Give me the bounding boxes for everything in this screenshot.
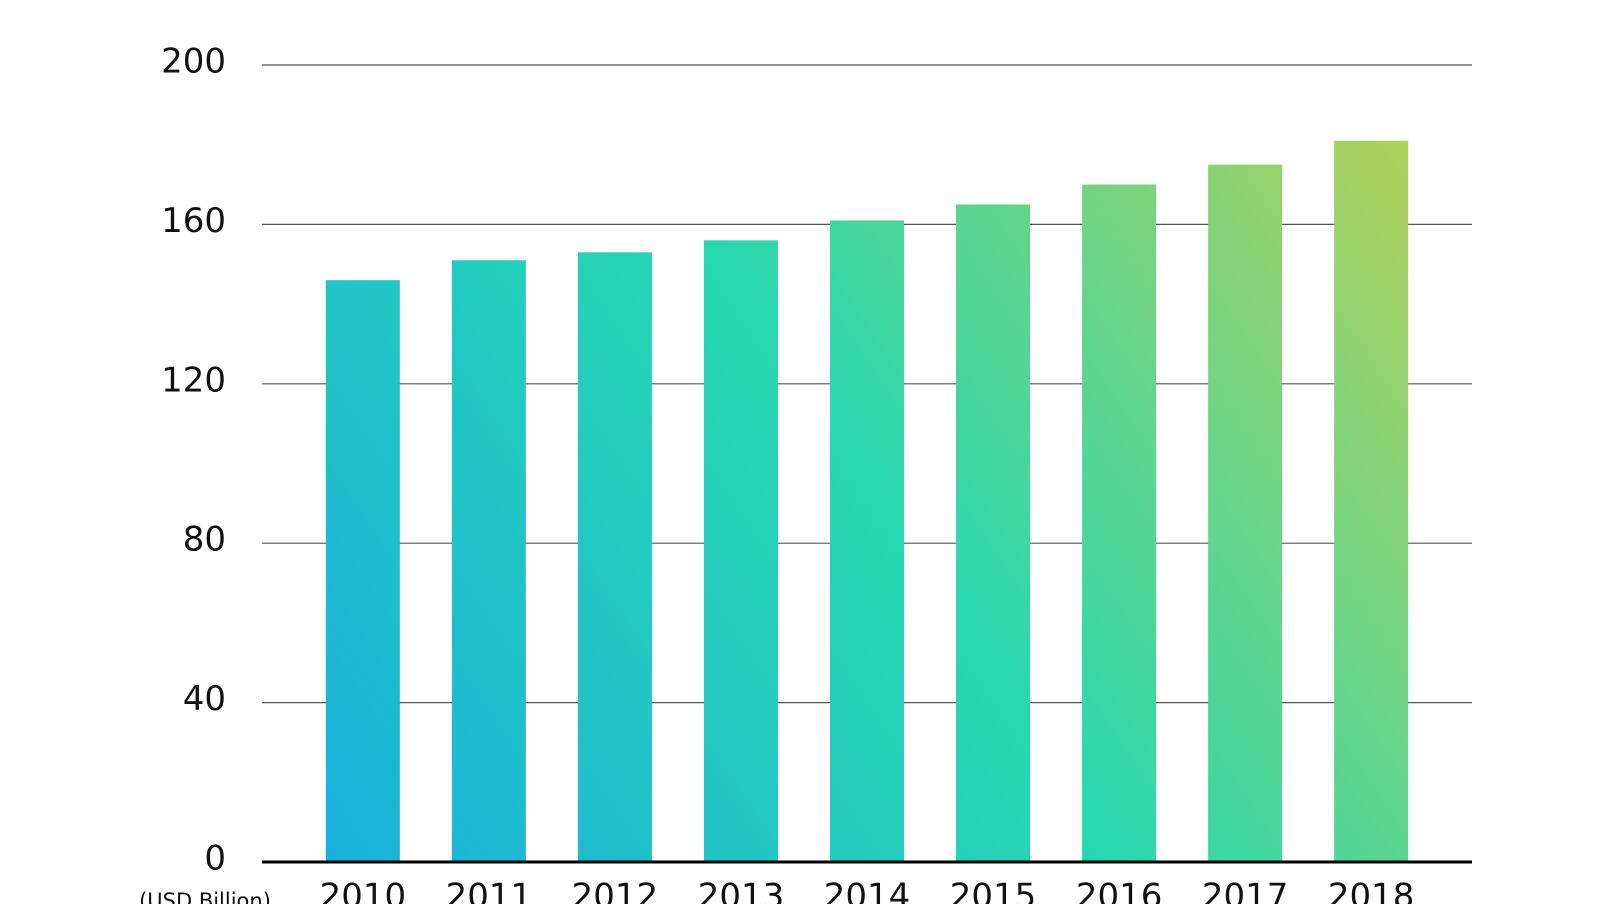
x-tick-label: 2014: [824, 877, 911, 904]
y-axis-label: (USD Billion): [139, 889, 271, 904]
bar: [703, 240, 778, 863]
bar: [451, 260, 526, 862]
bar: [1082, 184, 1157, 863]
x-tick-label: 2016: [1076, 877, 1163, 904]
y-tick-label: 120: [161, 360, 226, 400]
y-tick-label: 40: [183, 679, 226, 719]
x-tick-label: 2017: [1202, 877, 1289, 904]
bar: [1334, 140, 1409, 863]
x-tick-label: 2012: [572, 877, 659, 904]
x-tick-label: 2011: [446, 877, 533, 904]
bar: [1208, 164, 1283, 862]
x-tick-label: 2010: [320, 877, 407, 904]
bar: [956, 204, 1031, 863]
x-tick-label: 2018: [1328, 877, 1415, 904]
bar: [325, 280, 400, 862]
y-tick-label: 160: [161, 201, 226, 241]
x-tick-label: 2015: [950, 877, 1037, 904]
bar: [830, 220, 904, 863]
bar: [577, 252, 652, 863]
y-tick-label: 0: [204, 839, 226, 879]
x-tick-label: 2013: [698, 877, 785, 904]
y-tick-label: 200: [161, 42, 226, 82]
y-tick-label: 80: [183, 520, 226, 560]
